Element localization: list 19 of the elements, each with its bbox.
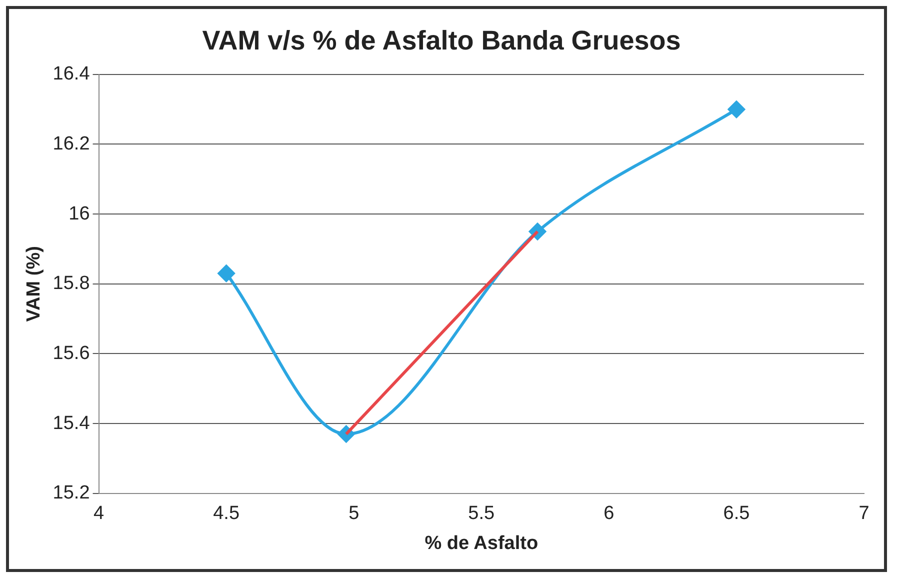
- x-tick-label: 5: [348, 503, 360, 524]
- x-tick-label: 4: [93, 503, 104, 524]
- y-tick-label: 16.2: [52, 133, 90, 154]
- x-tick-label: 5.5: [468, 503, 495, 524]
- y-axis-title: VAM (%): [24, 246, 45, 322]
- x-tick-label: 6: [604, 503, 614, 524]
- chart-title: VAM v/s % de Asfalto Banda Gruesos: [202, 26, 681, 56]
- y-tick-label: 16: [68, 203, 90, 224]
- x-tick-label: 6.5: [723, 503, 750, 524]
- point: [218, 264, 235, 282]
- y-tick-label: 15.4: [52, 412, 90, 434]
- y-tick-label: 15.6: [52, 342, 90, 364]
- x-axis-title: % de Asfalto: [424, 532, 538, 554]
- point: [728, 100, 745, 118]
- y-tick-label: 15.8: [52, 273, 90, 294]
- y-tick-label: 16.4: [52, 64, 90, 85]
- x-tick-label: 4.5: [213, 503, 240, 524]
- x-tick-label: 7: [858, 503, 870, 524]
- y-tick-label: 15.2: [52, 482, 90, 504]
